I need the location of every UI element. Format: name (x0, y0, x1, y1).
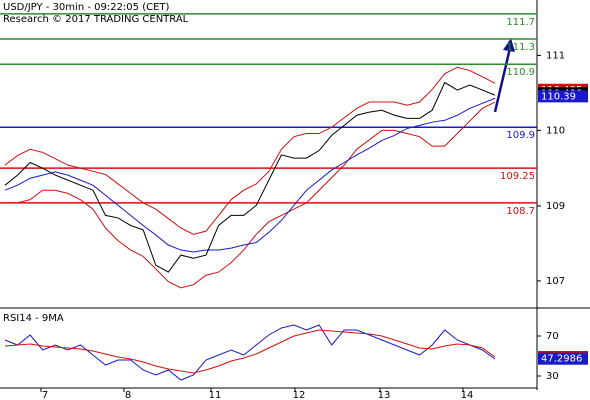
level-label: 111.3 (506, 42, 535, 53)
x-tick-label: 8 (125, 390, 131, 400)
value-label: 110.39 (541, 91, 576, 102)
level-label: 110.9 (506, 67, 535, 78)
series-line (4, 329, 496, 374)
x-tick-label: 11 (209, 390, 222, 400)
y-tick-label: 109 (546, 201, 565, 212)
x-tick-label: 12 (293, 390, 306, 400)
level-label: 108.7 (506, 206, 535, 217)
y-tick-label: 107 (546, 276, 565, 287)
x-tick-label: 7 (42, 390, 48, 400)
projection-arrowhead (503, 38, 515, 52)
series-line (4, 97, 496, 253)
value-label: 47.2986 (541, 354, 582, 365)
chart-title: USD/JPY - 30min - 09:22:05 (CET) (3, 2, 170, 13)
series-line (4, 66, 496, 235)
y-tick-label: 70 (546, 331, 559, 342)
level-label: 111.7 (506, 17, 535, 28)
value-box (538, 90, 588, 103)
x-tick-label: 13 (378, 390, 391, 400)
series-line (4, 81, 496, 273)
value-box (538, 352, 588, 365)
chart-subtitle: Research © 2017 TRADING CENTRAL (3, 14, 189, 25)
y-tick-label: 111 (546, 50, 565, 61)
level-label: 109.25 (500, 171, 535, 182)
projection-arrow (493, 47, 512, 113)
x-tick-label: 14 (461, 390, 474, 400)
level-label: 109.9 (506, 130, 535, 141)
y-tick-label: 110 (546, 125, 565, 136)
y-tick-label: 30 (546, 371, 559, 382)
series-line (5, 101, 496, 289)
rsi-title: RSI14 - 9MA (3, 313, 64, 324)
